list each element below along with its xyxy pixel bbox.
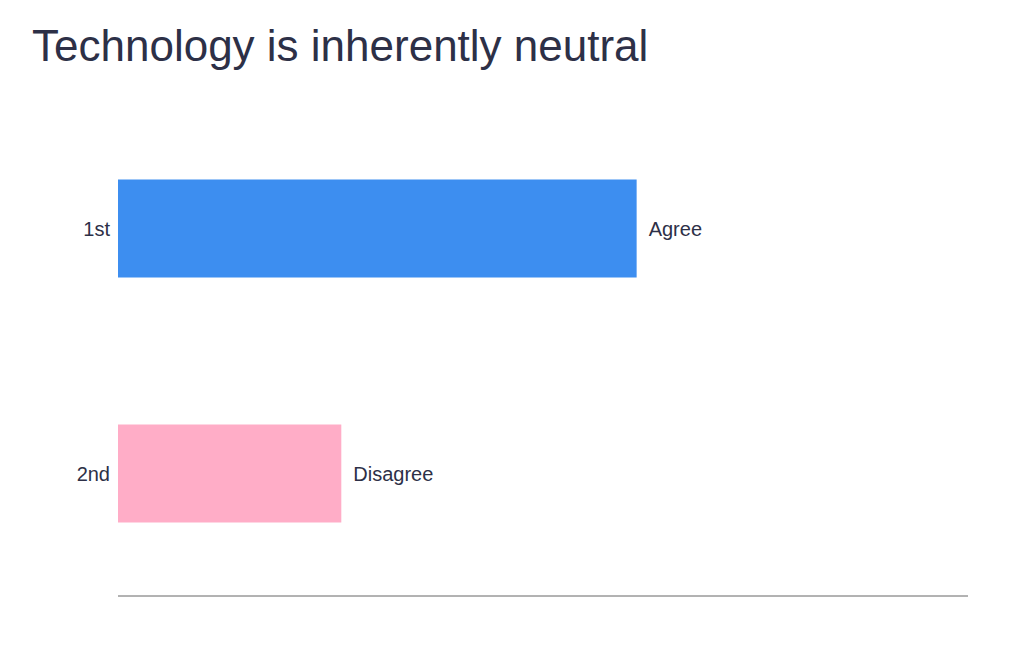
svg-text:1st: 1st <box>83 218 110 240</box>
svg-text:2nd: 2nd <box>77 463 110 485</box>
html-text:Technology is inherently neutr: Technology is inherently neutral <box>32 21 649 70</box>
svg-text:Agree: Agree <box>649 218 702 240</box>
svg-text:Disagree: Disagree <box>353 463 433 485</box>
